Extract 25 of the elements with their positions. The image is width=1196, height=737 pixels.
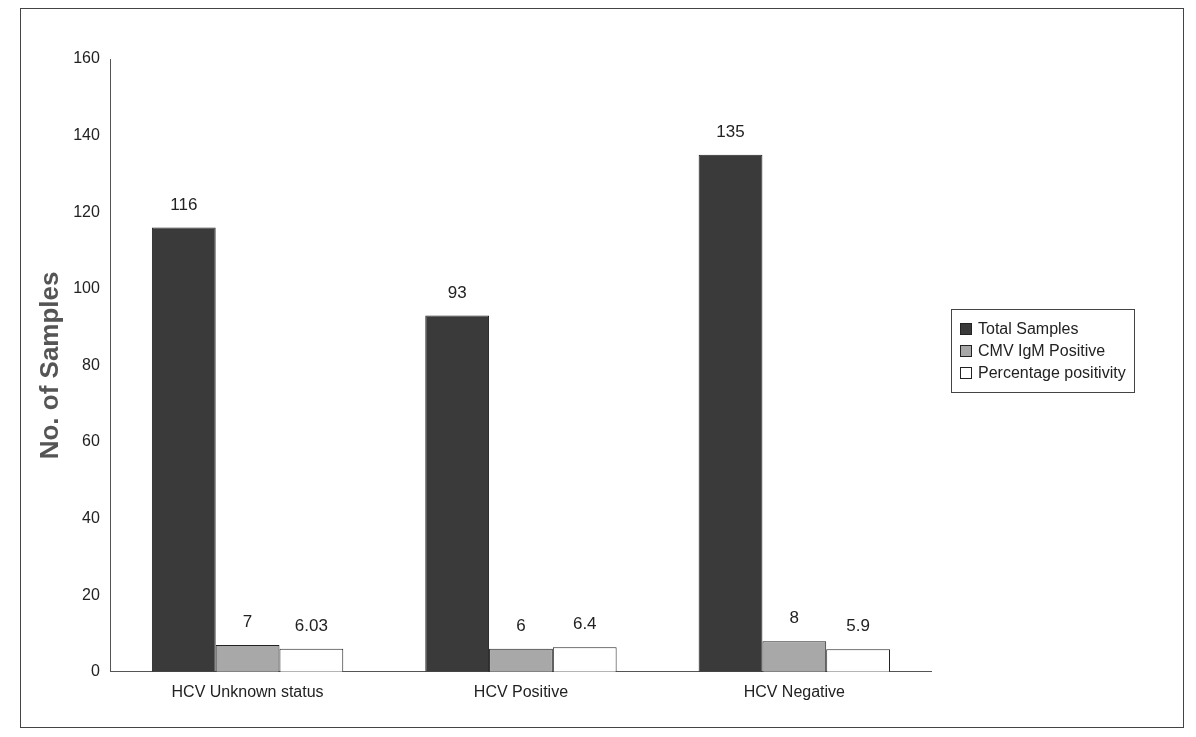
x-tick-label: HCV Unknown status — [171, 682, 324, 700]
data-label: 6.4 — [572, 614, 597, 634]
data-label: 116 — [170, 194, 198, 214]
y-tick-label: 40 — [82, 509, 100, 527]
y-tick-label: 0 — [90, 662, 100, 680]
x-tick-label: HCV Negative — [743, 682, 846, 700]
y-tick-label: 140 — [73, 126, 100, 144]
legend-label: Total Samples — [978, 320, 1079, 338]
data-label: 93 — [447, 282, 467, 302]
data-label: 6 — [516, 616, 526, 636]
y-tick-label: 60 — [82, 432, 100, 450]
data-label: 5.9 — [846, 616, 870, 636]
y-axis-title: No. of Samples — [33, 271, 64, 460]
y-tick-label: 100 — [73, 279, 100, 297]
x-tick-label: HCV Positive — [473, 682, 569, 700]
y-tick-label: 160 — [73, 49, 100, 67]
y-tick-label: 120 — [73, 202, 100, 220]
data-label: 7 — [242, 612, 253, 632]
y-tick-label: 80 — [82, 355, 100, 373]
data-label: 6.03 — [294, 615, 328, 635]
legend-label: CMV IgM Positive — [978, 342, 1106, 360]
y-tick-label: 20 — [82, 585, 100, 603]
data-label: 135 — [716, 121, 745, 141]
data-label: 8 — [789, 608, 800, 628]
text: Percentage positivity — [978, 364, 1126, 382]
